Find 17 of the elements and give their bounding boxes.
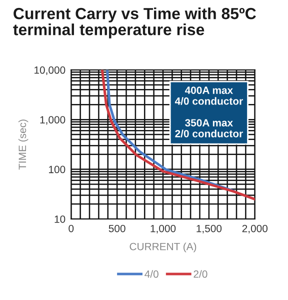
legend-label: 2/0 — [194, 270, 208, 278]
x-tick-label: 1,000 — [150, 224, 176, 234]
y-tick-label: 10 — [54, 216, 66, 223]
x-tick-label: 2,000 — [242, 224, 268, 234]
y-axis-title: TIME (sec) — [18, 120, 28, 170]
annotation: 400A max 4/0 conductor — [174, 86, 243, 105]
x-tick-label: 500 — [108, 224, 126, 232]
legend-label: 4/0 — [144, 270, 158, 278]
y-tick-label: 1,000 — [40, 116, 66, 125]
line-series — [100, 70, 255, 200]
x-tick-label: 0 — [68, 224, 74, 232]
annotation: 350A max 2/0 conductor — [175, 119, 243, 138]
x-tick-label: 1,500 — [196, 224, 222, 234]
y-tick-label: 100 — [48, 166, 66, 174]
chart-title: Current Carry vs Time with 85ºC terminal temperature rise — [13, 8, 256, 38]
y-tick-label: 10,000 — [34, 66, 66, 76]
x-axis-title: CURRENT (A) — [130, 242, 196, 252]
